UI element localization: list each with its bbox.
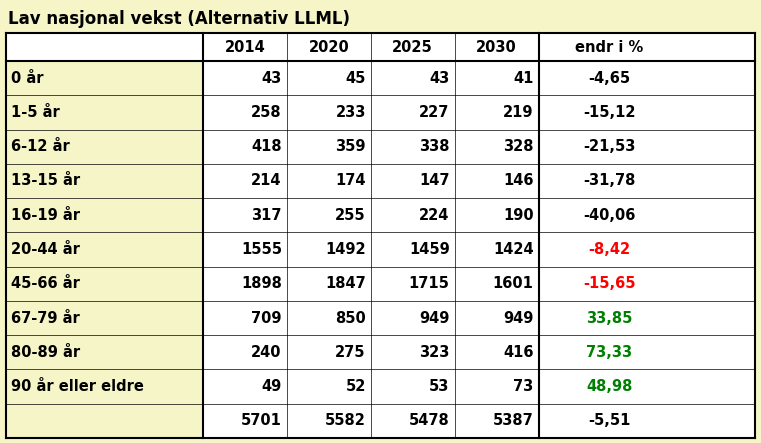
Text: 2025: 2025 — [393, 39, 433, 54]
Text: -40,06: -40,06 — [583, 208, 635, 223]
Text: -15,12: -15,12 — [583, 105, 635, 120]
Text: 1492: 1492 — [325, 242, 366, 257]
Text: 67-79 år: 67-79 år — [11, 311, 80, 326]
Text: 73,33: 73,33 — [586, 345, 632, 360]
Text: 214: 214 — [251, 174, 282, 188]
Text: 5582: 5582 — [325, 413, 366, 428]
Text: 1555: 1555 — [241, 242, 282, 257]
Text: 147: 147 — [419, 174, 450, 188]
Bar — [6, 61, 203, 438]
Text: 2030: 2030 — [476, 39, 517, 54]
Text: 52: 52 — [345, 379, 366, 394]
Text: 90 år eller eldre: 90 år eller eldre — [11, 379, 144, 394]
Text: 949: 949 — [419, 311, 450, 326]
Text: 5387: 5387 — [493, 413, 533, 428]
Text: 317: 317 — [251, 208, 282, 223]
Text: 219: 219 — [503, 105, 533, 120]
Text: 0 år: 0 år — [11, 70, 43, 85]
Text: -5,51: -5,51 — [588, 413, 631, 428]
Text: 1-5 år: 1-5 år — [11, 105, 60, 120]
Text: 5701: 5701 — [241, 413, 282, 428]
Text: 850: 850 — [335, 311, 366, 326]
Text: 1459: 1459 — [409, 242, 450, 257]
Text: 190: 190 — [503, 208, 533, 223]
Text: -21,53: -21,53 — [583, 139, 635, 154]
Text: Lav nasjonal vekst (Alternativ LLML): Lav nasjonal vekst (Alternativ LLML) — [8, 10, 350, 28]
Bar — [203, 61, 755, 438]
Text: 5478: 5478 — [409, 413, 450, 428]
Text: 949: 949 — [503, 311, 533, 326]
Text: 33,85: 33,85 — [586, 311, 632, 326]
Text: 20-44 år: 20-44 år — [11, 242, 80, 257]
Text: 1847: 1847 — [325, 276, 366, 291]
Text: 41: 41 — [513, 70, 533, 85]
Text: 43: 43 — [429, 70, 450, 85]
Text: 227: 227 — [419, 105, 450, 120]
Text: 16-19 år: 16-19 år — [11, 208, 80, 223]
Text: 338: 338 — [419, 139, 450, 154]
Text: 73: 73 — [513, 379, 533, 394]
Text: 2020: 2020 — [308, 39, 349, 54]
Text: 13-15 år: 13-15 år — [11, 174, 80, 188]
Bar — [6, 33, 755, 61]
Text: 80-89 år: 80-89 år — [11, 345, 80, 360]
Text: 1601: 1601 — [492, 276, 533, 291]
Text: 233: 233 — [336, 105, 366, 120]
Text: 48,98: 48,98 — [586, 379, 632, 394]
Text: 174: 174 — [336, 174, 366, 188]
Text: 709: 709 — [251, 311, 282, 326]
Text: 1715: 1715 — [409, 276, 450, 291]
Text: 224: 224 — [419, 208, 450, 223]
Text: 6-12 år: 6-12 år — [11, 139, 70, 154]
Text: 240: 240 — [251, 345, 282, 360]
Text: 416: 416 — [503, 345, 533, 360]
Text: 146: 146 — [503, 174, 533, 188]
Text: 255: 255 — [335, 208, 366, 223]
Text: -31,78: -31,78 — [583, 174, 635, 188]
Text: 258: 258 — [251, 105, 282, 120]
Text: 1424: 1424 — [493, 242, 533, 257]
Text: 323: 323 — [419, 345, 450, 360]
Text: endr i %: endr i % — [575, 39, 644, 54]
Text: -4,65: -4,65 — [588, 70, 630, 85]
Text: 53: 53 — [429, 379, 450, 394]
Text: 2014: 2014 — [224, 39, 266, 54]
Text: 275: 275 — [336, 345, 366, 360]
Text: 418: 418 — [251, 139, 282, 154]
Text: -8,42: -8,42 — [588, 242, 630, 257]
Text: 43: 43 — [262, 70, 282, 85]
Text: -15,65: -15,65 — [583, 276, 635, 291]
Text: 45: 45 — [345, 70, 366, 85]
Text: 359: 359 — [336, 139, 366, 154]
Text: 49: 49 — [262, 379, 282, 394]
Text: 328: 328 — [503, 139, 533, 154]
Text: 1898: 1898 — [241, 276, 282, 291]
Text: 45-66 år: 45-66 år — [11, 276, 80, 291]
